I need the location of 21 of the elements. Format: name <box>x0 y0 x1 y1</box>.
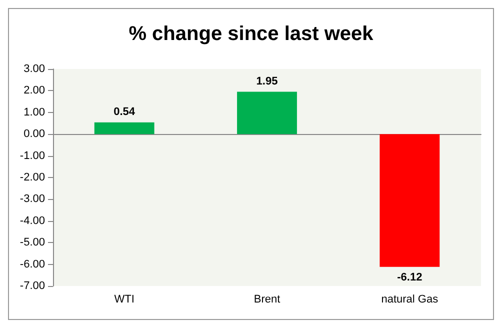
y-tick-label: -6.00 <box>20 258 45 270</box>
y-tick-label: 1.00 <box>24 106 45 118</box>
bar <box>237 92 297 134</box>
y-tick-label: -4.00 <box>20 214 45 227</box>
x-tick-label: Brent <box>254 294 280 306</box>
y-tick-label: -5.00 <box>20 236 45 249</box>
bar <box>380 134 440 267</box>
y-tick-label: 0.00 <box>24 128 45 140</box>
bar <box>94 122 154 134</box>
y-tick-label: 3.00 <box>24 63 45 75</box>
y-tick-label: -1.00 <box>20 150 45 162</box>
chart-title: % change since last week <box>128 23 374 45</box>
y-tick-label: -2.00 <box>20 172 45 184</box>
y-tick-label: -3.00 <box>20 193 45 206</box>
data-label: -6.12 <box>397 271 422 284</box>
data-label: 1.95 <box>256 75 278 88</box>
y-tick-label: 2.00 <box>24 84 45 97</box>
x-tick-label: WTI <box>114 294 134 306</box>
data-label: 0.54 <box>114 106 136 118</box>
y-tick-label: -7.00 <box>20 280 45 292</box>
x-tick-label: natural Gas <box>381 294 439 306</box>
